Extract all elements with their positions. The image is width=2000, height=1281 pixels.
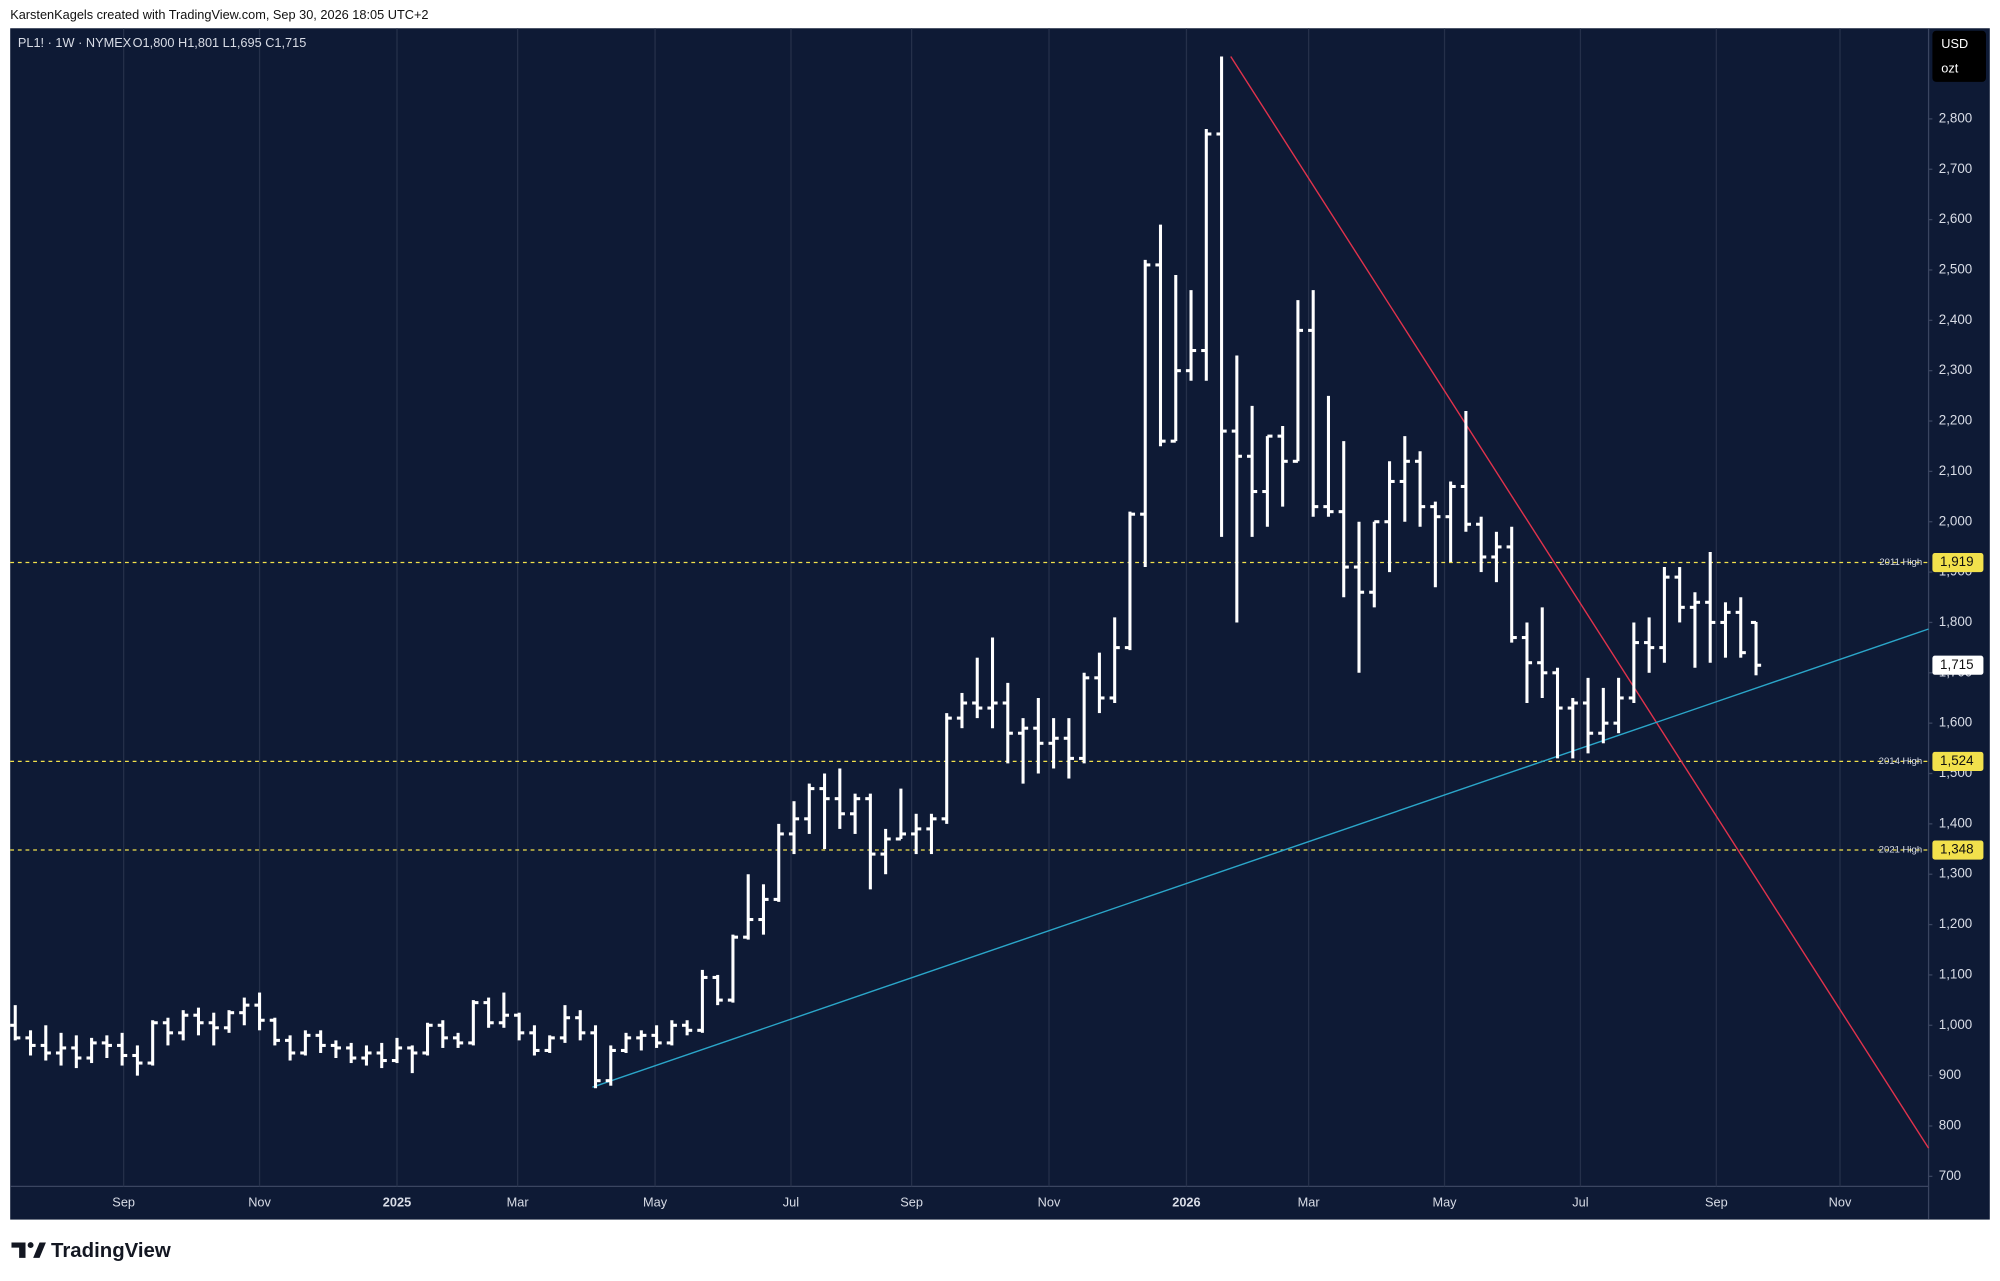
x-tick-label: Nov <box>248 1194 271 1209</box>
logo-part <box>27 1242 34 1249</box>
level-price-box <box>1932 552 1984 573</box>
y-tick-label: 2,300 <box>1939 362 1972 377</box>
y-tick-label: 2,500 <box>1939 261 1972 276</box>
y-tick-label: 1,600 <box>1939 715 1972 730</box>
x-tick-label: Sep <box>1705 1194 1728 1209</box>
level-price: 1,524 <box>1940 753 1974 768</box>
x-tick-label: May <box>643 1194 668 1209</box>
x-tick-label: Sep <box>112 1194 135 1209</box>
brand-logo <box>11 1242 46 1258</box>
y-tick-label: 1,800 <box>1939 614 1972 629</box>
y-tick-label: 2,700 <box>1939 161 1972 176</box>
y-tick-label: 2,000 <box>1939 513 1972 528</box>
level-name: 2021 High <box>1879 845 1923 856</box>
y-tick-label: 2,800 <box>1939 110 1972 125</box>
x-tick-label: Jul <box>1572 1194 1588 1209</box>
level-price: 1,919 <box>1940 554 1973 569</box>
y-tick-label: 2,100 <box>1939 463 1972 478</box>
y-tick-label: 2,200 <box>1939 413 1972 428</box>
symbol: PL1! · 1W · NYMEX <box>18 35 132 50</box>
y-tick-label: 1,300 <box>1939 866 1972 881</box>
level-name: 2014 High <box>1879 756 1923 767</box>
y-tick-label: 1,000 <box>1939 1017 1972 1032</box>
x-tick-label: Mar <box>507 1194 530 1209</box>
logo-part <box>11 1242 26 1258</box>
ohlc-legend: O1,800 H1,801 L1,695 C1,715 <box>133 35 307 50</box>
brand: TradingView <box>51 1240 171 1262</box>
last-price-box <box>1932 655 1984 675</box>
y-tick-label: 2,400 <box>1939 312 1972 327</box>
x-tick-label: Nov <box>1038 1194 1061 1209</box>
last-price: 1,715 <box>1940 657 1973 672</box>
y-tick-label: 800 <box>1939 1118 1961 1133</box>
x-tick-label: 2026 <box>1172 1194 1200 1209</box>
y-tick-label: 1,400 <box>1939 815 1972 830</box>
trendline <box>592 628 1929 1088</box>
x-tick-label: 2025 <box>383 1194 411 1209</box>
x-tick-label: May <box>1432 1194 1457 1209</box>
y-tick-label: 900 <box>1939 1067 1961 1082</box>
x-tick-label: Mar <box>1298 1194 1321 1209</box>
logo-part <box>33 1242 46 1258</box>
y-tick-label: 2,600 <box>1939 211 1972 226</box>
level-price-box <box>1932 840 1984 860</box>
chart-panel <box>10 28 1990 1220</box>
y-tick-label: 1,200 <box>1939 916 1972 931</box>
trendline <box>1230 56 1930 1149</box>
level-price-box <box>1932 751 1984 771</box>
credit: KarstenKagels created with TradingView.c… <box>10 7 428 22</box>
y-tick-label: 700 <box>1939 1168 1961 1183</box>
currency: USD <box>1941 36 1968 51</box>
x-tick-label: Nov <box>1829 1194 1852 1209</box>
unit-box <box>1932 30 1986 82</box>
y-tick-label: 1,100 <box>1939 966 1972 981</box>
level-price: 1,348 <box>1940 842 1973 857</box>
x-tick-label: Jul <box>783 1194 799 1209</box>
level-name: 2011 High <box>1879 557 1922 568</box>
unit: ozt <box>1941 60 1958 75</box>
x-tick-label: Sep <box>900 1194 923 1209</box>
